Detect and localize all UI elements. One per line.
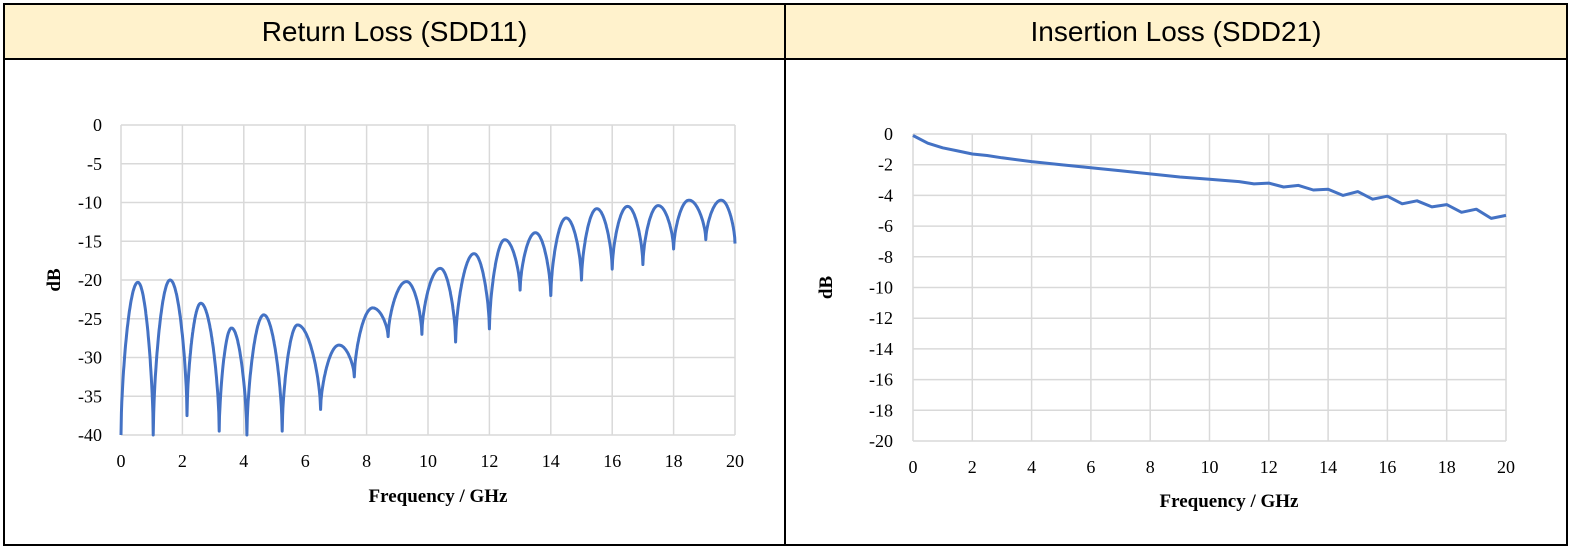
chart2-x-axis-label: Frequency / GHz xyxy=(1160,491,1300,512)
chart2-x-tick-label: 16 xyxy=(1378,457,1396,477)
chart2-x-tick-label: 0 xyxy=(909,457,918,477)
chart1-x-tick-label: 16 xyxy=(603,451,621,471)
chart2-x-tick-label: 20 xyxy=(1497,457,1515,477)
chart1-y-tick-label: -15 xyxy=(78,231,102,251)
chart1-x-tick-label: 4 xyxy=(239,451,248,471)
chart1-x-tick-label: 10 xyxy=(419,451,437,471)
chart1-x-tick-label: 2 xyxy=(178,451,187,471)
chart1-x-tick-label: 20 xyxy=(726,451,744,471)
chart1-y-tick-label: -20 xyxy=(78,270,102,290)
chart2-y-tick-label: -18 xyxy=(869,400,893,420)
chart1-y-tick-label: -5 xyxy=(87,154,102,174)
column-divider xyxy=(784,3,786,546)
chart1-x-tick-label: 12 xyxy=(480,451,498,471)
chart1-x-axis-label: Frequency / GHz xyxy=(369,486,509,507)
chart2-y-tick-label: -16 xyxy=(869,370,893,390)
chart1-x-tick-label: 0 xyxy=(117,451,126,471)
chart2-x-tick-label: 10 xyxy=(1201,457,1219,477)
chart1-y-axis-label: dB xyxy=(44,268,65,292)
chart1-y-tick-label: -35 xyxy=(78,386,102,406)
chart2-y-tick-label: -2 xyxy=(878,155,893,175)
chart2-x-tick-label: 12 xyxy=(1260,457,1278,477)
chart2-x-tick-label: 2 xyxy=(968,457,977,477)
insertion-loss-header: Insertion Loss (SDD21) xyxy=(786,5,1566,58)
chart2-y-tick-label: 0 xyxy=(884,124,893,144)
chart2-x-tick-label: 6 xyxy=(1086,457,1095,477)
chart2-y-tick-label: -20 xyxy=(869,431,893,451)
chart2-y-tick-label: -6 xyxy=(878,216,893,236)
chart1-x-tick-label: 6 xyxy=(301,451,310,471)
chart1-y-tick-label: -10 xyxy=(78,193,102,213)
chart1-series-line xyxy=(119,198,737,437)
chart2-series-line xyxy=(912,134,1507,220)
chart2-y-tick-label: -10 xyxy=(869,278,893,298)
return-loss-header: Return Loss (SDD11) xyxy=(5,5,784,58)
chart1-y-tick-label: -25 xyxy=(78,309,102,329)
chart2-x-tick-label: 4 xyxy=(1027,457,1036,477)
chart2-y-axis-label: dB xyxy=(816,276,837,300)
chart2-y-tick-label: -8 xyxy=(878,247,893,267)
chart1-x-tick-label: 14 xyxy=(542,451,560,471)
chart1-x-tick-label: 8 xyxy=(362,451,371,471)
header-divider xyxy=(3,58,1568,60)
chart1-y-tick-label: -40 xyxy=(78,425,102,445)
chart1-y-tick-label: -30 xyxy=(78,348,102,368)
chart2-x-tick-label: 18 xyxy=(1438,457,1456,477)
chart2-y-tick-label: -4 xyxy=(878,185,893,205)
chart2-x-tick-label: 8 xyxy=(1146,457,1155,477)
chart2-y-tick-label: -14 xyxy=(869,339,893,359)
chart2-x-tick-label: 14 xyxy=(1319,457,1337,477)
chart2-y-tick-label: -12 xyxy=(869,308,893,328)
chart1-x-tick-label: 18 xyxy=(665,451,683,471)
chart1-y-tick-label: 0 xyxy=(93,115,102,135)
